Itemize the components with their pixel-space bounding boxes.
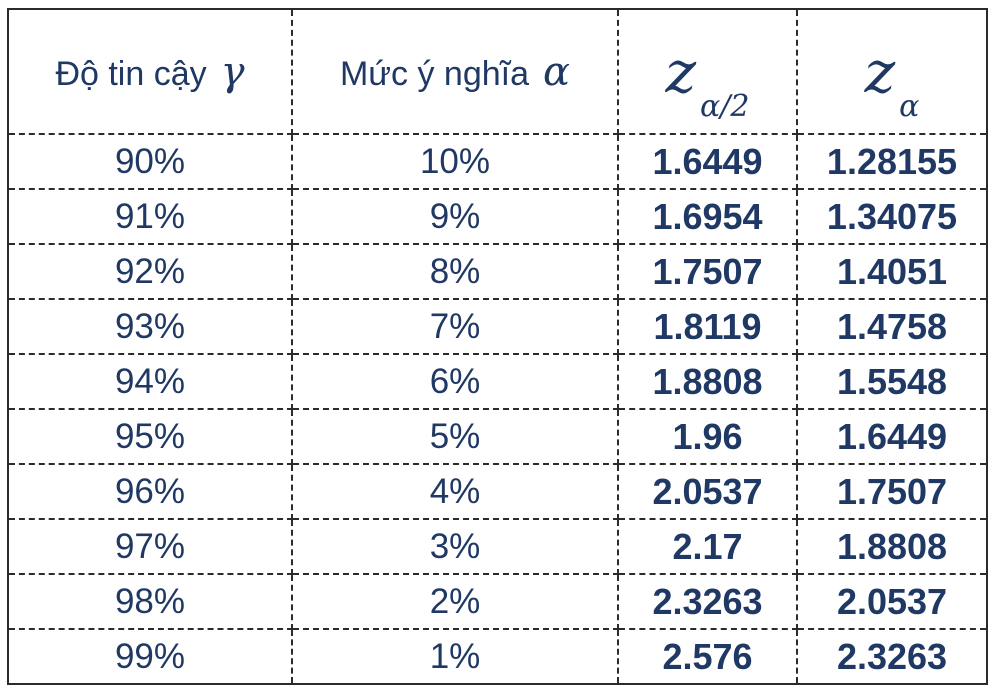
header-z-half-subscript: α/2 [700,88,750,124]
cell-z-alpha: 1.4758 [796,298,988,355]
cell-alpha: 1% [291,628,619,685]
header-confidence-symbol: γ [220,48,245,95]
header-confidence: Độ tin cậy γ [7,8,293,135]
cell-confidence: 97% [7,518,293,575]
header-z-base: z [864,37,896,106]
header-z-subscript: α [899,88,920,124]
cell-confidence: 95% [7,408,293,465]
cell-z-alpha: 1.6449 [796,408,988,465]
header-z-half-alpha: zα/2 [617,8,798,135]
cell-confidence: 92% [7,243,293,300]
header-z-half-base: z [665,37,697,106]
cell-confidence: 99% [7,628,293,685]
cell-alpha: 9% [291,188,619,245]
cell-z-half-alpha: 1.8808 [617,353,798,410]
cell-z-alpha: 2.0537 [796,573,988,630]
cell-z-half-alpha: 1.96 [617,408,798,465]
cell-z-alpha: 2.3263 [796,628,988,685]
cell-alpha: 7% [291,298,619,355]
table-row: 94% 6% 1.8808 1.5548 [7,353,988,410]
table-header-row: Độ tin cậy γ Mức ý nghĩa α zα/2 zα [7,8,988,135]
cell-z-alpha: 1.8808 [796,518,988,575]
cell-alpha: 5% [291,408,619,465]
cell-confidence: 93% [7,298,293,355]
cell-z-alpha: 1.28155 [796,133,988,190]
cell-confidence: 91% [7,188,293,245]
cell-alpha: 4% [291,463,619,520]
cell-confidence: 96% [7,463,293,520]
cell-z-half-alpha: 1.6449 [617,133,798,190]
cell-z-half-alpha: 1.7507 [617,243,798,300]
header-significance-symbol: α [543,48,571,95]
cell-z-half-alpha: 2.576 [617,628,798,685]
cell-alpha: 8% [291,243,619,300]
cell-z-half-alpha: 1.8119 [617,298,798,355]
table-row: 96% 4% 2.0537 1.7507 [7,463,988,520]
cell-alpha: 2% [291,573,619,630]
cell-z-half-alpha: 2.0537 [617,463,798,520]
cell-confidence: 98% [7,573,293,630]
cell-z-alpha: 1.7507 [796,463,988,520]
header-z-alpha: zα [796,8,988,135]
cell-z-half-alpha: 2.3263 [617,573,798,630]
table-row: 95% 5% 1.96 1.6449 [7,408,988,465]
table-row: 92% 8% 1.7507 1.4051 [7,243,988,300]
cell-confidence: 94% [7,353,293,410]
cell-z-alpha: 1.5548 [796,353,988,410]
table-row: 90% 10% 1.6449 1.28155 [7,133,988,190]
header-significance-label: Mức ý nghĩa [339,54,530,93]
cell-z-alpha: 1.4051 [796,243,988,300]
z-value-table: Độ tin cậy γ Mức ý nghĩa α zα/2 zα 90% 10%… [7,8,988,685]
cell-z-half-alpha: 2.17 [617,518,798,575]
cell-z-alpha: 1.34075 [796,188,988,245]
cell-alpha: 3% [291,518,619,575]
table-row: 93% 7% 1.8119 1.4758 [7,298,988,355]
header-significance: Mức ý nghĩa α [291,8,619,135]
header-confidence-label: Độ tin cậy [55,54,207,93]
table-row: 99% 1% 2.576 2.3263 [7,628,988,685]
cell-alpha: 6% [291,353,619,410]
table-row: 98% 2% 2.3263 2.0537 [7,573,988,630]
cell-alpha: 10% [291,133,619,190]
table-row: 91% 9% 1.6954 1.34075 [7,188,988,245]
cell-confidence: 90% [7,133,293,190]
cell-z-half-alpha: 1.6954 [617,188,798,245]
table-row: 97% 3% 2.17 1.8808 [7,518,988,575]
